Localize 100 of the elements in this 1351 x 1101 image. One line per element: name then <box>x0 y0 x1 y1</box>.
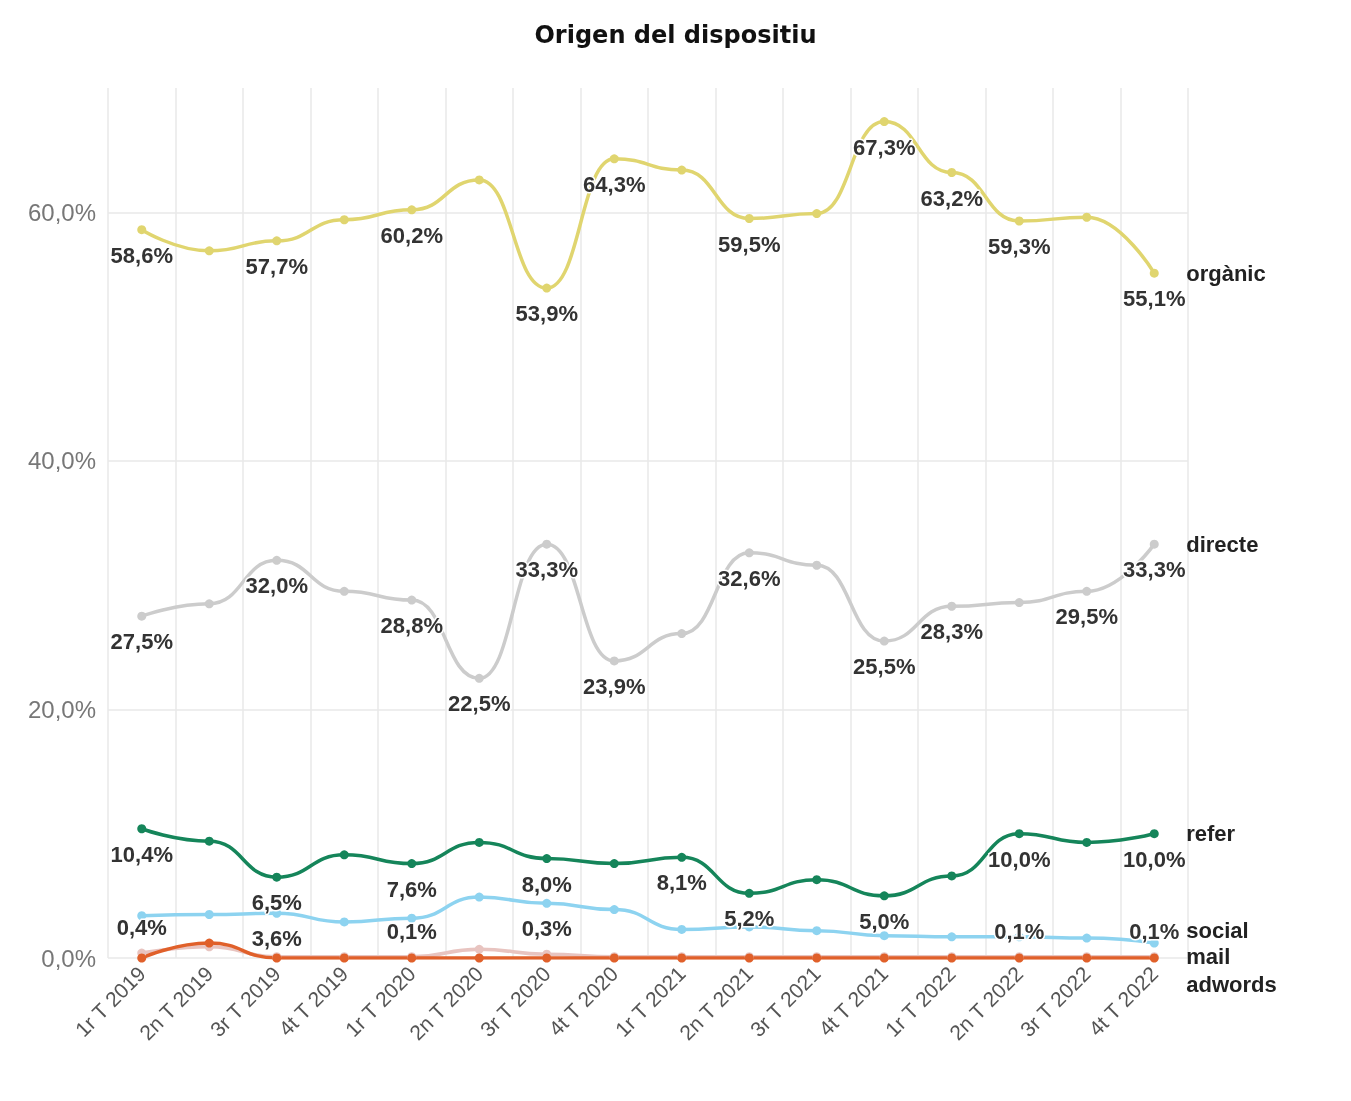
data-label: 6,5% <box>251 890 302 916</box>
data-label: 53,9% <box>515 301 578 327</box>
point <box>744 214 754 223</box>
point <box>1082 837 1092 847</box>
y-tick-label: 0,0% <box>41 944 96 972</box>
point <box>272 555 282 565</box>
point <box>609 905 619 915</box>
data-label: 58,6% <box>110 242 173 268</box>
point <box>339 850 349 860</box>
data-label: 32,6% <box>718 565 781 591</box>
point <box>609 154 619 164</box>
point <box>474 175 484 185</box>
point <box>542 953 552 963</box>
data-label: 0,3% <box>521 916 572 942</box>
point <box>1082 586 1092 596</box>
data-label: 63,2% <box>920 185 983 211</box>
point <box>677 852 687 862</box>
point <box>204 599 214 609</box>
point <box>609 656 619 666</box>
data-label: 57,7% <box>245 253 308 279</box>
point <box>677 924 687 934</box>
point <box>137 225 147 235</box>
data-label: 3,6% <box>251 926 302 952</box>
point <box>204 910 214 919</box>
point <box>204 246 214 256</box>
point <box>272 872 282 882</box>
point <box>879 636 889 646</box>
data-label: 10,4% <box>110 841 173 867</box>
data-label: 7,6% <box>386 876 437 902</box>
y-tick-label: 20,0% <box>27 695 96 723</box>
point <box>609 859 619 869</box>
point <box>947 932 957 942</box>
data-label: 5,2% <box>724 906 775 932</box>
data-label: 22,5% <box>448 691 511 717</box>
data-label: 59,5% <box>718 231 781 257</box>
point <box>677 629 687 639</box>
point <box>1082 212 1092 222</box>
point <box>542 283 552 293</box>
point <box>1149 268 1159 278</box>
point <box>407 913 417 923</box>
series-label: orgànic <box>1186 260 1266 286</box>
data-label: 8,1% <box>656 870 707 896</box>
point <box>677 165 687 175</box>
point <box>879 891 889 901</box>
data-label: 27,5% <box>110 629 173 655</box>
y-tick-label: 40,0% <box>27 447 96 475</box>
point <box>542 854 552 864</box>
point <box>407 859 417 869</box>
point <box>204 836 214 846</box>
data-label: 25,5% <box>853 654 916 680</box>
series-label: refer <box>1186 821 1236 847</box>
series-label: mail <box>1186 944 1231 970</box>
data-label: 33,3% <box>1123 557 1186 583</box>
point <box>1014 598 1024 608</box>
data-label: 59,3% <box>988 233 1051 259</box>
point <box>812 875 822 885</box>
point <box>407 595 417 605</box>
point <box>272 236 282 246</box>
point <box>474 944 484 954</box>
point <box>339 917 349 927</box>
point <box>137 611 147 621</box>
data-label: 8,0% <box>521 871 572 897</box>
point <box>812 560 822 570</box>
point <box>407 205 417 215</box>
point <box>339 215 349 225</box>
point <box>812 926 822 936</box>
data-label: 28,3% <box>920 619 983 645</box>
point <box>947 871 957 881</box>
data-label: 0,1% <box>386 918 437 944</box>
point <box>744 888 754 898</box>
series-label: adwords <box>1186 971 1277 997</box>
data-label: 23,9% <box>583 673 646 699</box>
chart-title: Origen del dispositiu <box>534 21 817 49</box>
point <box>542 539 552 549</box>
data-label: 29,5% <box>1055 604 1118 630</box>
series-label: social <box>1186 918 1249 944</box>
point <box>947 168 957 178</box>
point <box>474 673 484 683</box>
point <box>1014 829 1024 839</box>
point <box>474 837 484 847</box>
point <box>1149 829 1159 839</box>
point <box>474 892 484 902</box>
data-label: 55,1% <box>1123 286 1186 312</box>
series-label: directe <box>1186 531 1259 557</box>
point <box>1014 216 1024 226</box>
point <box>542 898 552 908</box>
point <box>744 548 754 558</box>
point <box>474 953 484 963</box>
point <box>204 938 214 948</box>
point <box>339 586 349 596</box>
point <box>812 209 822 219</box>
point <box>947 601 957 611</box>
y-tick-label: 60,0% <box>27 198 96 226</box>
point <box>1149 539 1159 549</box>
data-label: 5,0% <box>859 908 910 934</box>
point <box>137 824 147 834</box>
data-label: 0,4% <box>116 915 167 941</box>
point <box>137 953 147 963</box>
data-label: 10,0% <box>1123 846 1186 872</box>
data-label: 28,8% <box>380 613 443 639</box>
